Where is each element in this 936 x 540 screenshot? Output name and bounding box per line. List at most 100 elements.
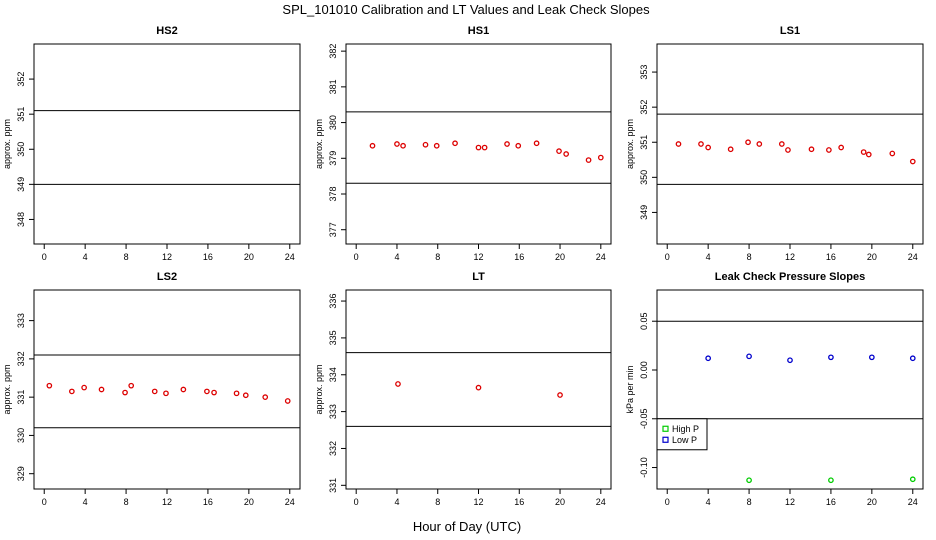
- common-x-axis-label: Hour of Day (UTC): [413, 519, 521, 534]
- panel-leak: Leak Check Pressure Slopes 0 4 8 12 16 20 24 -0.…: [625, 271, 924, 507]
- data-point: [452, 140, 458, 147]
- y-axis-label: kPa per min: [625, 365, 635, 413]
- legend-marker: [662, 425, 669, 432]
- data-point: [369, 142, 376, 149]
- data-point: [727, 146, 734, 153]
- y-axis-label: approx. ppm: [2, 119, 12, 169]
- plot-frame: [656, 43, 924, 245]
- x-tick-label: 24: [596, 497, 606, 507]
- data-point: [745, 139, 751, 146]
- panel-lt: LT 0 4 8 12 16 20 24 331 332 333 334 335 336 approx. p…: [314, 271, 612, 507]
- data-point: [394, 141, 400, 147]
- x-tick-label: 16: [203, 252, 213, 262]
- x-tick-label: 4: [83, 252, 88, 262]
- figure-title: SPL_101010 Calibration and LT Values and…: [282, 2, 650, 17]
- x-tick-label: 16: [826, 252, 836, 262]
- data-point: [284, 398, 291, 404]
- data-point: [180, 386, 187, 393]
- x-tick-label: 20: [867, 252, 877, 262]
- y-tick-label: 330: [16, 428, 26, 443]
- x-tick-label: 0: [354, 252, 359, 262]
- data-point: [204, 388, 210, 395]
- y-tick-label: 349: [16, 177, 26, 192]
- panel-ls2: LS2 0 4 8 12 16 20 24 329 330 331 332 333 approx. ppm: [2, 271, 301, 507]
- data-point: [163, 390, 169, 397]
- x-tick-label: 24: [285, 252, 295, 262]
- data-point: [585, 157, 592, 163]
- x-tick-label: 0: [42, 497, 47, 507]
- y-tick-label: 333: [328, 404, 338, 419]
- x-tick-label: 4: [706, 252, 711, 262]
- data-point: [128, 382, 135, 389]
- x-tick-label: 4: [706, 497, 711, 507]
- y-tick-label: 377: [328, 222, 338, 237]
- data-point: [533, 140, 540, 147]
- data-point: [705, 144, 712, 151]
- x-tick-label: 20: [555, 497, 565, 507]
- data-point: [433, 142, 440, 149]
- x-tick-label: 24: [285, 497, 295, 507]
- x-tick-label: 16: [514, 252, 524, 262]
- y-axis-label: approx. ppm: [314, 364, 324, 414]
- data-point: [475, 384, 482, 391]
- data-point: [400, 142, 406, 149]
- y-tick-label: 379: [328, 151, 338, 166]
- x-tick-label: 0: [354, 497, 359, 507]
- panel-title: LT: [472, 271, 485, 283]
- x-tick-label: 16: [203, 497, 213, 507]
- y-tick-label: 335: [328, 330, 338, 345]
- data-point: [746, 477, 752, 484]
- x-tick-label: 24: [908, 497, 918, 507]
- x-tick-label: 8: [747, 497, 752, 507]
- data-point: [909, 476, 916, 483]
- data-point: [828, 354, 834, 361]
- y-tick-label: 332: [328, 441, 338, 456]
- data-point: [785, 147, 791, 153]
- data-point: [868, 354, 875, 361]
- x-tick-label: 0: [42, 252, 47, 262]
- x-tick-label: 12: [785, 252, 795, 262]
- y-axis-label: approx. ppm: [314, 119, 324, 169]
- x-tick-label: 8: [747, 252, 752, 262]
- data-point: [909, 158, 916, 165]
- y-tick-label: 0.05: [639, 312, 649, 330]
- legend-marker: [662, 436, 669, 443]
- data-point: [746, 353, 752, 360]
- x-tick-label: 12: [162, 497, 172, 507]
- plot-frame: [33, 43, 301, 245]
- data-point: [557, 392, 563, 398]
- y-tick-label: 348: [16, 212, 26, 227]
- y-tick-label: 350: [16, 142, 26, 157]
- x-tick-label: 8: [124, 497, 129, 507]
- panel-hs1: HS1 0 4 8 12 16 20 24 377 378 379 380 381 382 approx. …: [314, 25, 612, 262]
- x-tick-label: 12: [785, 497, 795, 507]
- data-point: [98, 386, 105, 393]
- x-tick-label: 0: [665, 497, 670, 507]
- y-tick-label: 333: [16, 313, 26, 328]
- x-tick-label: 16: [826, 497, 836, 507]
- panel-title: LS2: [157, 271, 177, 283]
- y-tick-label: -0.05: [639, 409, 649, 430]
- data-point: [46, 382, 53, 389]
- x-tick-label: 24: [596, 252, 606, 262]
- data-point: [122, 389, 128, 396]
- data-point: [698, 141, 704, 147]
- data-point: [778, 141, 785, 147]
- data-point: [151, 388, 158, 395]
- y-tick-label: 0.00: [639, 361, 649, 379]
- data-point: [504, 141, 510, 147]
- data-point: [563, 151, 570, 157]
- data-point: [69, 388, 75, 395]
- x-tick-label: 20: [555, 252, 565, 262]
- data-point: [233, 390, 240, 397]
- x-tick-label: 16: [514, 497, 524, 507]
- data-point: [556, 148, 562, 154]
- y-axis-label: approx. ppm: [625, 119, 635, 169]
- y-tick-label: 380: [328, 115, 338, 130]
- data-point: [475, 144, 482, 151]
- panel-title: Leak Check Pressure Slopes: [715, 271, 865, 283]
- data-point: [81, 384, 87, 391]
- x-tick-label: 8: [124, 252, 129, 262]
